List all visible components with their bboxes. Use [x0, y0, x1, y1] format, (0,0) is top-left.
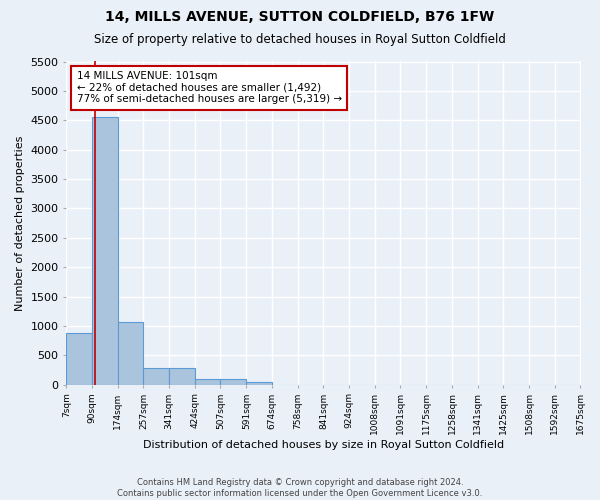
Text: 14 MILLS AVENUE: 101sqm
← 22% of detached houses are smaller (1,492)
77% of semi: 14 MILLS AVENUE: 101sqm ← 22% of detache…: [77, 71, 342, 104]
Text: Contains HM Land Registry data © Crown copyright and database right 2024.
Contai: Contains HM Land Registry data © Crown c…: [118, 478, 482, 498]
Bar: [143, 368, 169, 384]
Bar: [195, 380, 220, 384]
Text: 14, MILLS AVENUE, SUTTON COLDFIELD, B76 1FW: 14, MILLS AVENUE, SUTTON COLDFIELD, B76 …: [106, 10, 494, 24]
Bar: [67, 333, 92, 384]
Text: Size of property relative to detached houses in Royal Sutton Coldfield: Size of property relative to detached ho…: [94, 32, 506, 46]
Y-axis label: Number of detached properties: Number of detached properties: [15, 136, 25, 311]
Bar: [169, 368, 195, 384]
Bar: [220, 380, 247, 384]
Bar: [247, 382, 272, 384]
Bar: [92, 116, 118, 384]
Bar: [118, 322, 143, 384]
X-axis label: Distribution of detached houses by size in Royal Sutton Coldfield: Distribution of detached houses by size …: [143, 440, 504, 450]
